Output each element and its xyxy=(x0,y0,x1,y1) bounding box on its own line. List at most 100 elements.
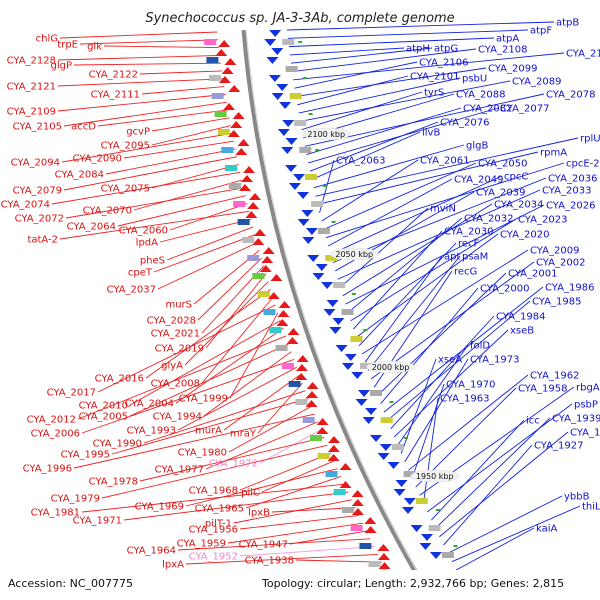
gene-pointer-line xyxy=(411,383,445,479)
gene-arrow xyxy=(364,526,377,533)
gene-label: CYA_2094 xyxy=(11,158,60,169)
feature-block xyxy=(206,57,219,63)
gene-pointer-line xyxy=(361,249,529,355)
gene-label: CYA_2026 xyxy=(546,201,595,212)
gene-pointer-line xyxy=(123,140,234,159)
feature-tick xyxy=(389,401,394,403)
feature-tick xyxy=(308,113,313,115)
gene-arrow xyxy=(410,525,423,532)
gene-label: CYA_1971 xyxy=(73,516,122,527)
gene-pointer-line xyxy=(290,47,433,64)
gene-arrow xyxy=(341,363,354,370)
gene-pointer-line xyxy=(159,218,252,243)
feature-block xyxy=(285,66,298,72)
gene-arrow xyxy=(286,337,299,344)
gene-arrow xyxy=(327,454,340,461)
gene-pointer-line xyxy=(287,29,529,39)
feature-block xyxy=(299,147,312,153)
gene-pointer-line xyxy=(390,315,495,430)
gene-pointer-line xyxy=(332,177,547,264)
gene-arrow xyxy=(419,543,432,550)
gene-pointer-line xyxy=(185,553,379,565)
gene-pointer-line xyxy=(151,164,239,189)
gene-pointer-line xyxy=(51,171,241,205)
kbp-marker-label: 1950 kbp xyxy=(416,472,454,481)
gene-label: rplU xyxy=(580,134,600,145)
feature-block xyxy=(441,552,454,558)
feature-block xyxy=(263,309,276,315)
gene-label: CYA_1962 xyxy=(530,371,579,382)
gene-pointer-line xyxy=(295,67,487,97)
feature-block xyxy=(391,444,404,450)
gene-pointer-line xyxy=(151,125,231,146)
gene-arrow xyxy=(335,345,348,352)
gene-arrow xyxy=(218,76,231,83)
feature-block xyxy=(428,525,441,531)
gene-arrow xyxy=(332,318,345,325)
feature-block xyxy=(217,129,230,135)
gene-pointer-line xyxy=(293,52,565,81)
gene-arrow xyxy=(351,372,364,379)
gene-pointer-line xyxy=(367,255,461,371)
gene-arrow xyxy=(296,355,309,362)
gene-arrow xyxy=(228,85,241,92)
feature-block xyxy=(242,237,255,243)
feature-block xyxy=(359,543,372,549)
feature-block xyxy=(317,453,330,459)
gene-label: recG xyxy=(454,267,477,278)
gene-pointer-line xyxy=(233,499,352,524)
gene-label: CYA_1985 xyxy=(532,297,581,308)
gene-pointer-line xyxy=(342,203,493,297)
gene-arrow xyxy=(271,48,284,55)
gene-arrow xyxy=(344,354,357,361)
gene-pointer-line xyxy=(223,374,300,431)
gene-pointer-line xyxy=(59,31,218,39)
gene-label: pilC xyxy=(241,488,260,499)
gene-label: CYA_2028 xyxy=(147,316,196,327)
gene-label: psaM xyxy=(462,252,488,263)
kbp-marker-bg xyxy=(410,469,460,483)
gene-pointer-line xyxy=(455,527,535,571)
gene-arrow xyxy=(287,328,300,335)
gene-pointer-line xyxy=(239,514,360,530)
gene-pointer-line xyxy=(327,178,453,247)
gene-arrow xyxy=(312,273,325,280)
gene-label: CYA_2088 xyxy=(456,90,505,101)
gene-pointer-line xyxy=(434,417,551,529)
gene-label: CYA_1969 xyxy=(135,502,184,513)
gene-pointer-line xyxy=(317,151,539,205)
feature-block xyxy=(302,417,315,423)
gene-arrow xyxy=(266,57,279,64)
feature-block xyxy=(350,336,363,342)
gene-label: CYA_1973 xyxy=(470,355,519,366)
gene-arrow xyxy=(328,436,341,443)
gene-label: CYA_2122 xyxy=(89,70,138,81)
gene-label: ybbB xyxy=(564,492,590,503)
gene-label: CYA_1927 xyxy=(534,441,583,452)
gene-arrow xyxy=(321,282,334,289)
gene-pointer-line xyxy=(166,226,254,261)
gene-pointer-line xyxy=(294,61,418,89)
gene-arrow xyxy=(315,264,328,271)
gene-label: xseA xyxy=(438,355,462,366)
gene-pointer-line xyxy=(123,491,349,521)
gene-arrow xyxy=(358,390,371,397)
feature-block xyxy=(281,363,294,369)
gene-label: cpcC xyxy=(504,172,528,183)
gene-pointer-line xyxy=(271,507,356,513)
gene-arrow xyxy=(351,508,364,515)
gene-label: CYA_2106 xyxy=(419,58,468,69)
gene-arrow xyxy=(279,102,292,109)
gene-label: CYA_2101 xyxy=(410,72,459,83)
gene-label: glgB xyxy=(466,141,488,152)
gene-arrow xyxy=(295,373,308,380)
gene-label: CYA_1986 xyxy=(545,283,594,294)
gene-arrow xyxy=(362,417,375,424)
gene-arrow xyxy=(270,274,283,281)
gene-label: accD xyxy=(71,122,96,133)
gene-pointer-line xyxy=(380,287,479,405)
gene-arrow xyxy=(264,39,277,46)
gene-label: CYA_2075 xyxy=(101,184,150,195)
